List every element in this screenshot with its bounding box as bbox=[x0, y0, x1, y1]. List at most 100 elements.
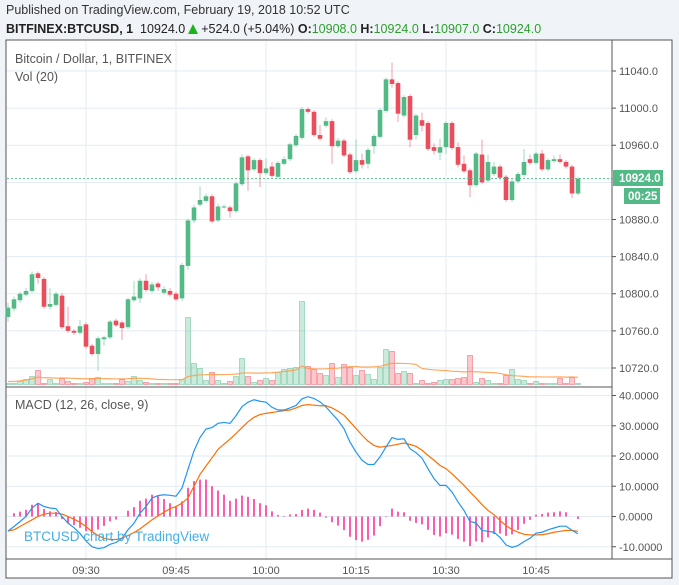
volume-bar bbox=[287, 368, 293, 385]
candle bbox=[131, 280, 137, 303]
candle-body bbox=[71, 330, 77, 333]
high-label: H: bbox=[360, 22, 374, 36]
volume-bar bbox=[491, 383, 497, 385]
candle-body bbox=[89, 345, 95, 355]
symbol-title: Bitcoin / Dollar, 1, BITFINEX bbox=[15, 52, 173, 66]
volume-bar bbox=[359, 370, 365, 385]
watermark[interactable]: BTCUSD chart by TradingView bbox=[24, 529, 209, 544]
volume-bar bbox=[227, 381, 233, 385]
candle bbox=[305, 107, 311, 114]
candle bbox=[371, 134, 377, 154]
volume-bar bbox=[245, 376, 251, 385]
countdown-value: 00:25 bbox=[628, 191, 658, 203]
candle bbox=[485, 154, 491, 183]
volume-bar bbox=[221, 383, 227, 385]
volume-bar bbox=[545, 383, 551, 385]
candle-body bbox=[131, 296, 137, 301]
candle-body bbox=[557, 159, 563, 162]
volume-bar bbox=[191, 363, 197, 385]
candle bbox=[269, 161, 275, 178]
candle-body bbox=[329, 121, 335, 147]
candle bbox=[287, 142, 293, 162]
candle bbox=[359, 153, 365, 169]
volume-bar bbox=[311, 369, 317, 385]
price-tick-label: 10760.0 bbox=[619, 326, 659, 338]
candle-body bbox=[239, 157, 245, 185]
candle-body bbox=[179, 264, 185, 299]
candle bbox=[149, 281, 155, 293]
candle bbox=[197, 186, 203, 207]
volume-bar bbox=[329, 363, 335, 385]
price-tick-label: 10720.0 bbox=[619, 363, 659, 375]
volume-title: Vol (20) bbox=[15, 70, 58, 84]
volume-bar bbox=[317, 373, 323, 385]
volume-bar bbox=[425, 383, 431, 385]
candle-body bbox=[299, 109, 305, 138]
volume-bar bbox=[503, 375, 509, 385]
volume-bar bbox=[449, 379, 455, 385]
candle-body bbox=[17, 293, 23, 301]
candle bbox=[53, 291, 59, 307]
candle-body bbox=[473, 153, 479, 186]
candle-body bbox=[167, 290, 173, 295]
volume-bar bbox=[401, 371, 407, 385]
candle-body bbox=[455, 147, 461, 165]
volume-bar bbox=[347, 367, 353, 385]
time-tick-label: 10:15 bbox=[342, 565, 370, 577]
candle-body bbox=[395, 83, 401, 114]
volume-bar bbox=[575, 383, 581, 385]
candle-body bbox=[107, 321, 113, 338]
volume-bar bbox=[119, 379, 125, 385]
volume-bar bbox=[17, 381, 23, 385]
price-tick-label: 11040.0 bbox=[619, 66, 658, 78]
volume-bar bbox=[569, 377, 575, 385]
candle bbox=[191, 204, 197, 224]
volume-bar bbox=[419, 380, 425, 385]
candle-body bbox=[263, 168, 269, 174]
volume-bar bbox=[467, 355, 473, 385]
candle-body bbox=[125, 299, 131, 328]
volume-bar bbox=[485, 380, 491, 385]
candle bbox=[389, 62, 395, 88]
volume-bar bbox=[305, 366, 311, 385]
candle bbox=[5, 303, 11, 322]
candle-body bbox=[275, 162, 281, 177]
candle bbox=[467, 168, 473, 198]
axes[interactable]: 09:30 09:45 10:00 10:15 10:30 10:45 11040.0 110… bbox=[72, 66, 662, 577]
candle bbox=[533, 151, 539, 165]
candle-body bbox=[419, 120, 425, 126]
candle bbox=[545, 158, 551, 172]
candle-body bbox=[485, 161, 491, 181]
volume-bar bbox=[251, 382, 257, 385]
symbol-name[interactable]: BITFINEX:BTCUSD, 1 bbox=[6, 22, 134, 36]
volume-bar bbox=[101, 383, 107, 385]
candle-body bbox=[311, 111, 317, 136]
countdown-label: 00:25 bbox=[624, 188, 660, 204]
candle bbox=[299, 107, 305, 140]
published-line: Published on TradingView.com, February 1… bbox=[6, 3, 350, 17]
candle-body bbox=[467, 170, 473, 186]
candle bbox=[437, 138, 443, 161]
candle-body bbox=[47, 303, 53, 307]
candle-body bbox=[245, 156, 251, 171]
candle-body bbox=[251, 160, 257, 170]
candle bbox=[431, 143, 437, 155]
volume-bar bbox=[539, 383, 545, 385]
volume-bar bbox=[413, 383, 419, 385]
volume-bar bbox=[53, 383, 59, 385]
volume-bar bbox=[461, 377, 467, 385]
candle bbox=[89, 343, 95, 356]
candle-body bbox=[101, 337, 107, 340]
candle bbox=[563, 160, 569, 169]
volume-ma-line bbox=[8, 362, 579, 383]
volume-bar bbox=[173, 383, 179, 385]
volume-bar bbox=[107, 383, 113, 385]
candle-body bbox=[461, 163, 467, 172]
candle-body bbox=[347, 154, 353, 173]
candle bbox=[227, 205, 233, 218]
candle-body bbox=[497, 166, 503, 178]
volume-bar bbox=[155, 383, 161, 385]
candle bbox=[353, 139, 359, 174]
candle bbox=[143, 274, 149, 292]
